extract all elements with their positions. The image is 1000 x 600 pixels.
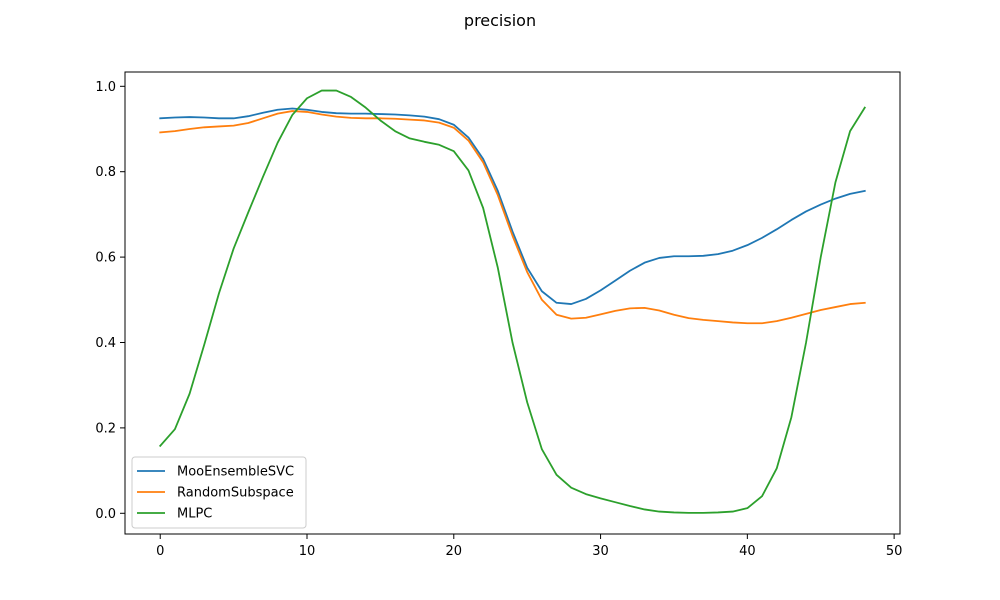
x-tick-label: 40 [739,544,756,559]
legend-box [131,456,307,529]
x-tick-label: 50 [886,544,903,559]
y-tick-label: 0.2 [95,421,116,436]
legend-label: MLPC [177,507,212,522]
legend: MooEnsembleSVC RandomSubspace MLPC [131,456,307,529]
series-line-mlpc [158,89,867,514]
y-tick-label: 0.6 [95,251,116,266]
legend-label: MooEnsembleSVC [177,465,294,480]
chart-title: precision [464,11,536,30]
x-tick-label: 30 [592,544,609,559]
axes: 0 10 20 30 40 50 0.0 0.2 0.4 0.6 0.8 1.0 [95,71,903,559]
x-tick-label: 10 [299,544,316,559]
series-lines [158,89,867,514]
y-tick-label: 0.8 [95,165,116,180]
y-tick-label: 0.0 [95,507,116,522]
axes-frame [124,71,901,535]
x-tick-label: 20 [446,544,463,559]
y-tick-label: 1.0 [95,80,116,95]
legend-label: RandomSubspace [177,486,294,501]
y-tick-label: 0.4 [95,336,116,351]
series-line-randomsubspace [159,110,866,325]
x-tick-label: 0 [156,544,164,559]
series-line-mooensemblesvc [159,107,866,305]
